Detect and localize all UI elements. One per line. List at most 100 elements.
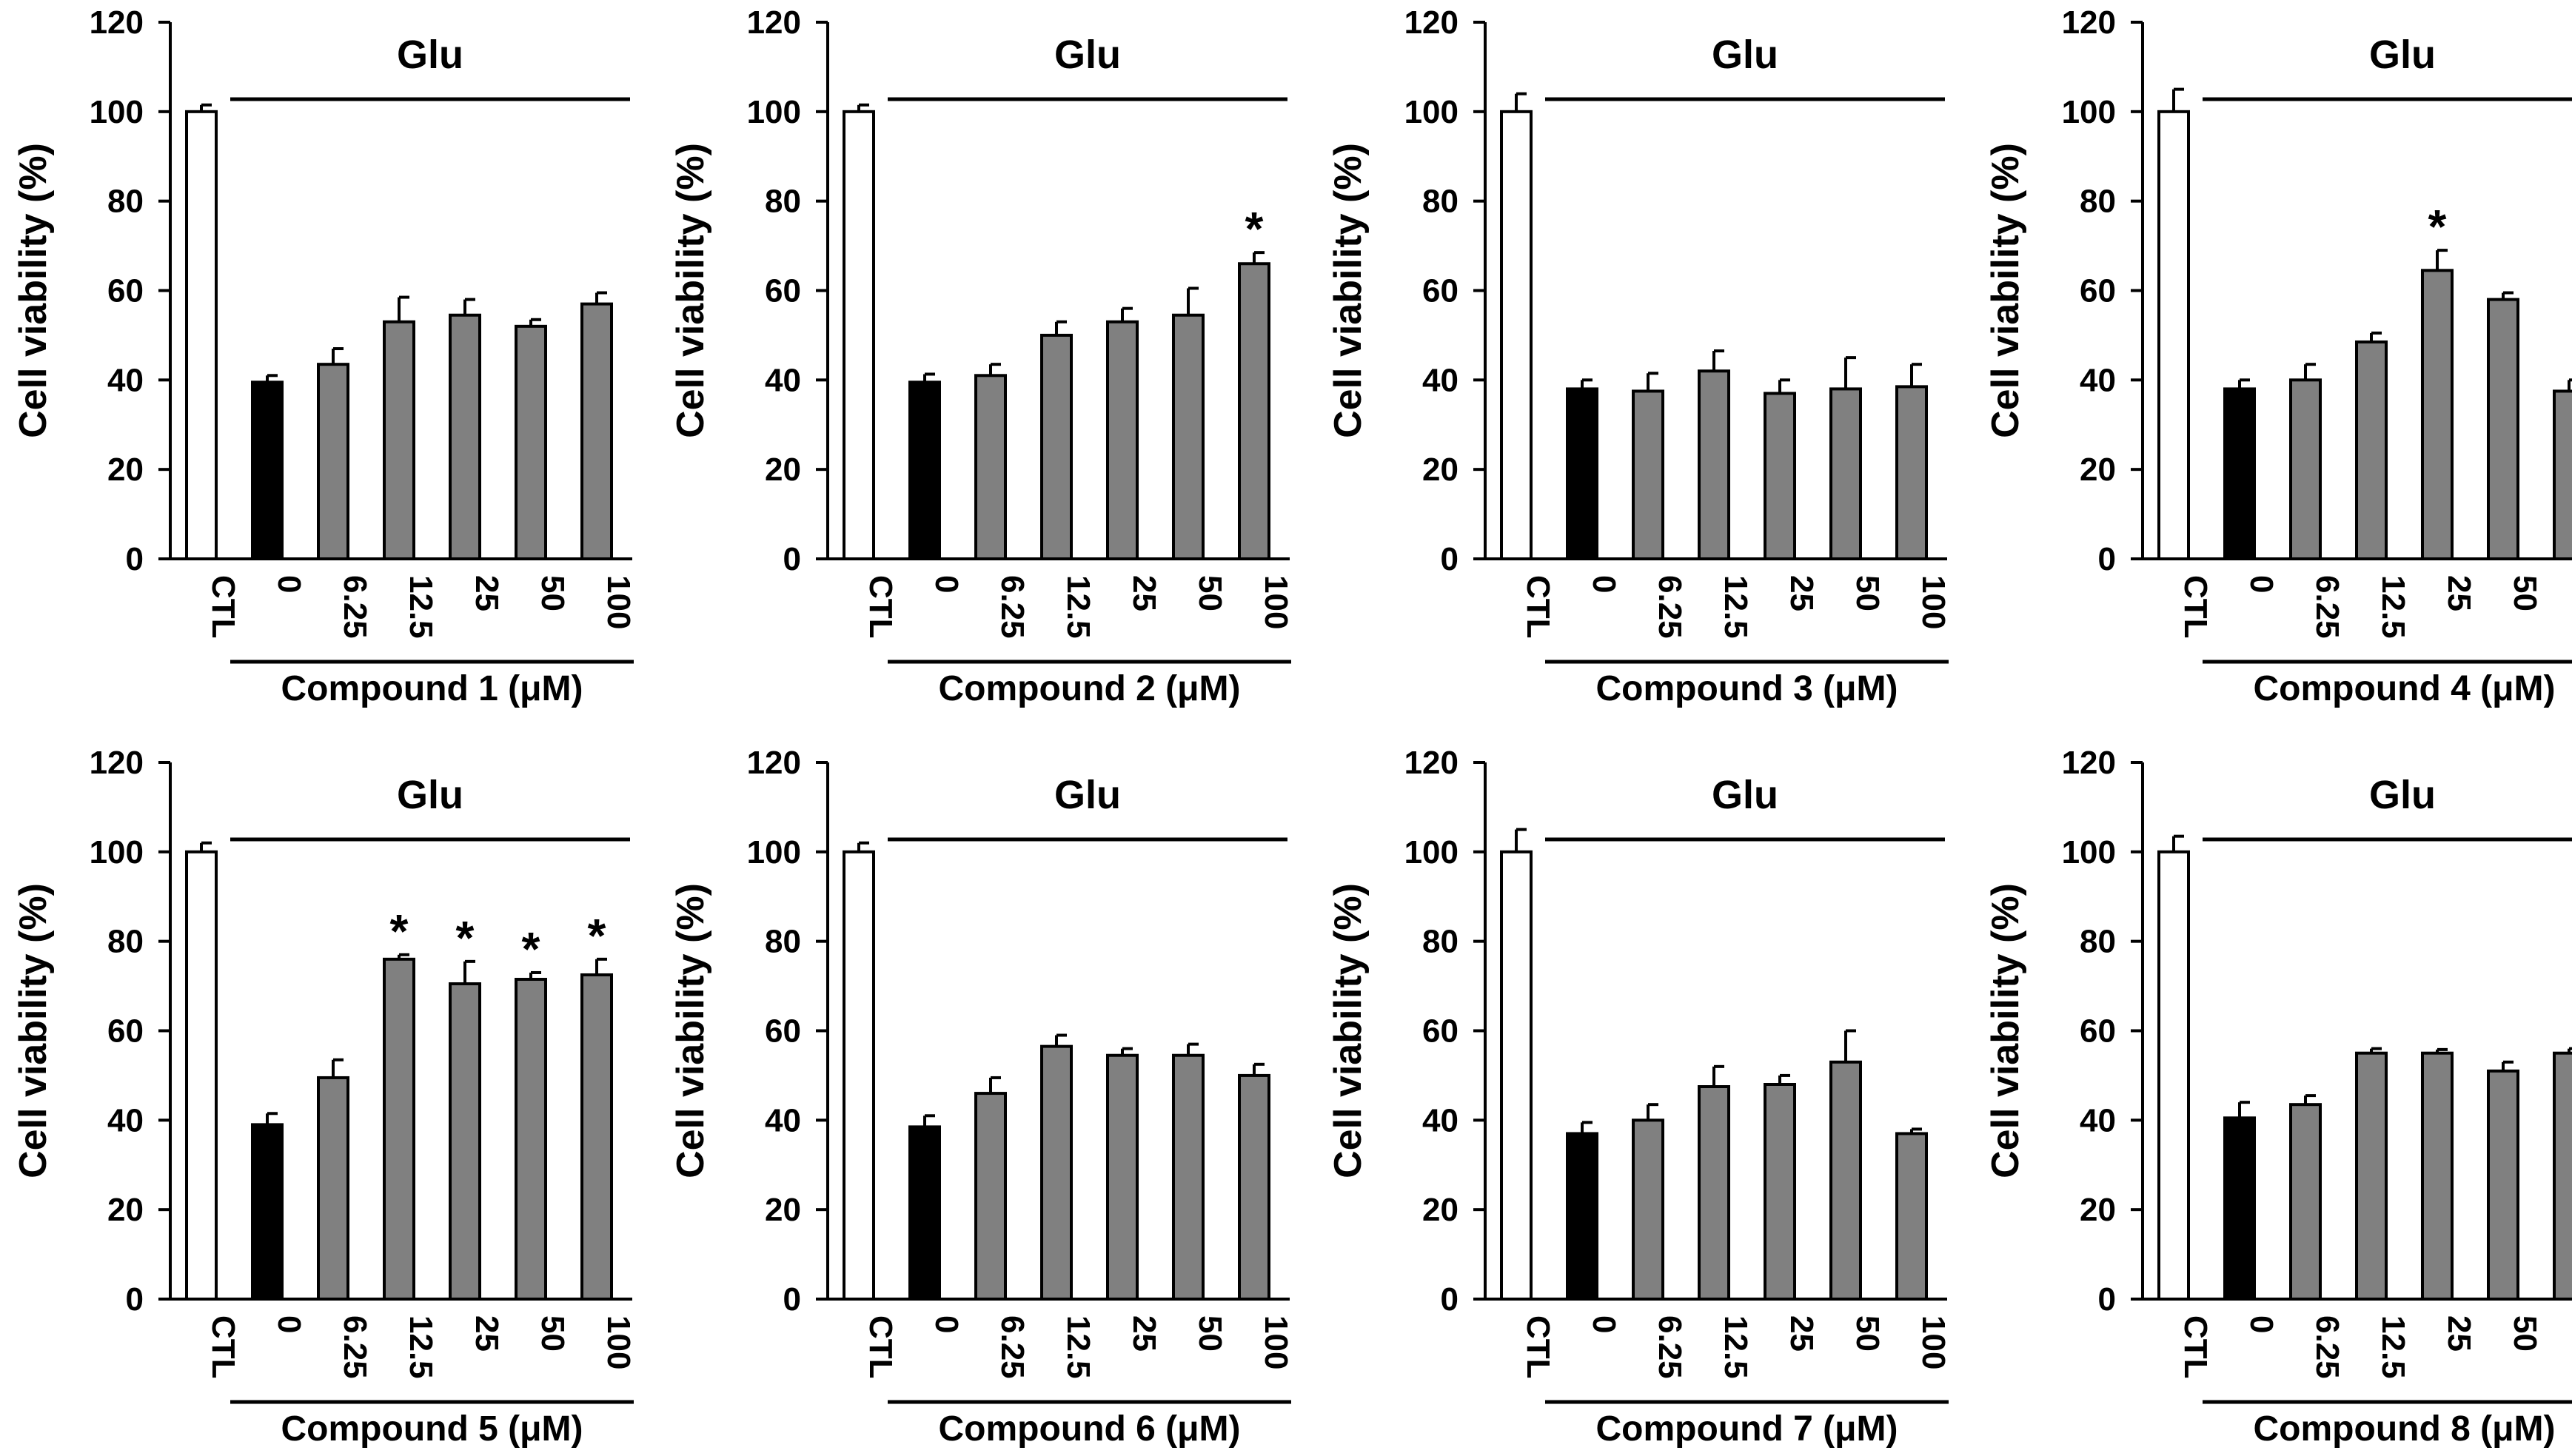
x-axis-label: Compound 8 (μM) <box>2254 1409 2556 1449</box>
bar-25 <box>2421 269 2454 560</box>
y-tick-label: 120 <box>90 4 144 41</box>
y-tick-label: 60 <box>107 1013 144 1050</box>
bar-0 <box>1566 1132 1598 1301</box>
x-tick-label: CTL <box>205 575 241 639</box>
bar-12.5 <box>1040 333 1073 560</box>
bar-12.5 <box>383 320 415 560</box>
y-axis-label: Cell viability (%) <box>1984 883 2027 1178</box>
x-tick-label: 50 <box>535 575 571 611</box>
y-tick-label: 80 <box>765 184 801 220</box>
bar-6.25 <box>974 1092 1007 1301</box>
x-tick-label: 50 <box>1192 575 1228 611</box>
bar-50 <box>2487 298 2519 560</box>
chart-panel-3: 0 20 40 60 80 100 120 Cell viability (%) CTL 0 6.2… <box>1327 4 1952 708</box>
bar-25 <box>449 982 481 1301</box>
bar-12.5 <box>1040 1044 1073 1301</box>
y-tick-label: 20 <box>765 452 801 488</box>
x-tick-label: 25 <box>1126 1315 1162 1352</box>
x-tick-label: 0 <box>2243 575 2280 593</box>
y-tick-label: 0 <box>1441 1281 1459 1318</box>
x-tick-label: 25 <box>469 1315 505 1352</box>
x-tick-label: 100 <box>600 1315 637 1369</box>
significance-star: * <box>390 905 409 958</box>
y-tick-label: 20 <box>2080 1192 2116 1228</box>
y-tick-label: 120 <box>1404 745 1459 781</box>
bar-12.5 <box>1698 1085 1730 1301</box>
bar-50 <box>1172 1053 1205 1301</box>
y-tick-label: 100 <box>2062 834 2116 870</box>
x-axis-label: Compound 1 (μM) <box>281 669 583 708</box>
bar-6.25 <box>1632 1118 1664 1301</box>
x-tick-label: 6.25 <box>2309 1315 2345 1379</box>
y-tick-label: 60 <box>107 273 144 309</box>
x-tick-label: 100 <box>1915 1315 1952 1369</box>
bar-CTL <box>185 110 218 561</box>
y-axis-label: Cell viability (%) <box>12 883 55 1178</box>
bar-0 <box>2223 1116 2256 1301</box>
bar-6.25 <box>317 1076 349 1301</box>
bar-CTL <box>2157 110 2190 561</box>
bar-25 <box>1106 1053 1139 1301</box>
bar-12.5 <box>383 957 415 1301</box>
chart-panel-6: 0 20 40 60 80 100 120 Cell viability (%) CTL 0 6.2… <box>669 745 1294 1449</box>
x-tick-label: 25 <box>1784 1315 1820 1352</box>
y-tick-label: 100 <box>1404 94 1459 130</box>
x-tick-label: 100 <box>1258 575 1294 629</box>
x-tick-label: 12.5 <box>2375 575 2411 639</box>
bar-CTL <box>1500 110 1533 561</box>
x-tick-label: 0 <box>271 1315 307 1333</box>
bar-CTL <box>2157 850 2190 1301</box>
x-tick-label: 25 <box>2441 1315 2477 1352</box>
y-tick-label: 60 <box>2080 273 2116 309</box>
x-tick-label: CTL <box>2177 575 2214 639</box>
bar-100 <box>2553 1051 2572 1301</box>
x-axis-label: Compound 5 (μM) <box>281 1409 583 1449</box>
y-tick-label: 100 <box>747 94 801 130</box>
bar-12.5 <box>2355 340 2388 560</box>
y-axis-label: Cell viability (%) <box>669 883 712 1178</box>
bar-12.5 <box>1698 369 1730 560</box>
x-tick-label: 12.5 <box>2375 1315 2411 1379</box>
y-tick-label: 80 <box>107 924 144 960</box>
x-tick-label: 6.25 <box>337 575 373 639</box>
x-axis-label: Compound 7 (μM) <box>1596 1409 1898 1449</box>
y-tick-label: 100 <box>90 94 144 130</box>
y-axis-label: Cell viability (%) <box>669 143 712 438</box>
y-tick-label: 120 <box>747 4 801 41</box>
y-tick-label: 100 <box>90 834 144 870</box>
significance-star: * <box>588 909 606 962</box>
y-tick-label: 40 <box>765 362 801 398</box>
bar-25 <box>1764 1083 1796 1301</box>
y-tick-label: 60 <box>765 1013 801 1050</box>
bar-100 <box>1895 385 1928 560</box>
significance-star: * <box>522 922 540 976</box>
y-tick-label: 20 <box>765 1192 801 1228</box>
glu-label: Glu <box>1054 33 1121 77</box>
x-tick-label: 6.25 <box>994 575 1031 639</box>
x-tick-label: 50 <box>1849 1315 1886 1352</box>
bar-25 <box>1106 320 1139 560</box>
bar-50 <box>515 324 547 560</box>
bar-12.5 <box>2355 1051 2388 1301</box>
x-tick-label: 100 <box>600 575 637 629</box>
y-tick-label: 80 <box>2080 924 2116 960</box>
bar-100 <box>580 302 613 560</box>
bar-6.25 <box>2289 378 2322 560</box>
y-tick-label: 20 <box>1422 452 1459 488</box>
x-tick-label: 100 <box>1915 575 1952 629</box>
glu-label: Glu <box>2369 773 2436 817</box>
significance-star: * <box>1245 202 1264 255</box>
y-tick-label: 80 <box>2080 184 2116 220</box>
bar-50 <box>1829 1060 1862 1301</box>
bar-0 <box>251 1123 284 1301</box>
bar-100 <box>580 973 613 1301</box>
x-tick-label: CTL <box>1520 1315 1556 1379</box>
x-tick-label: 12.5 <box>403 575 439 639</box>
y-tick-label: 100 <box>2062 94 2116 130</box>
x-tick-label: CTL <box>205 1315 241 1379</box>
x-tick-label: 0 <box>1586 1315 1622 1333</box>
y-tick-label: 60 <box>1422 273 1459 309</box>
y-tick-label: 40 <box>1422 1102 1459 1138</box>
y-tick-label: 120 <box>1404 4 1459 41</box>
